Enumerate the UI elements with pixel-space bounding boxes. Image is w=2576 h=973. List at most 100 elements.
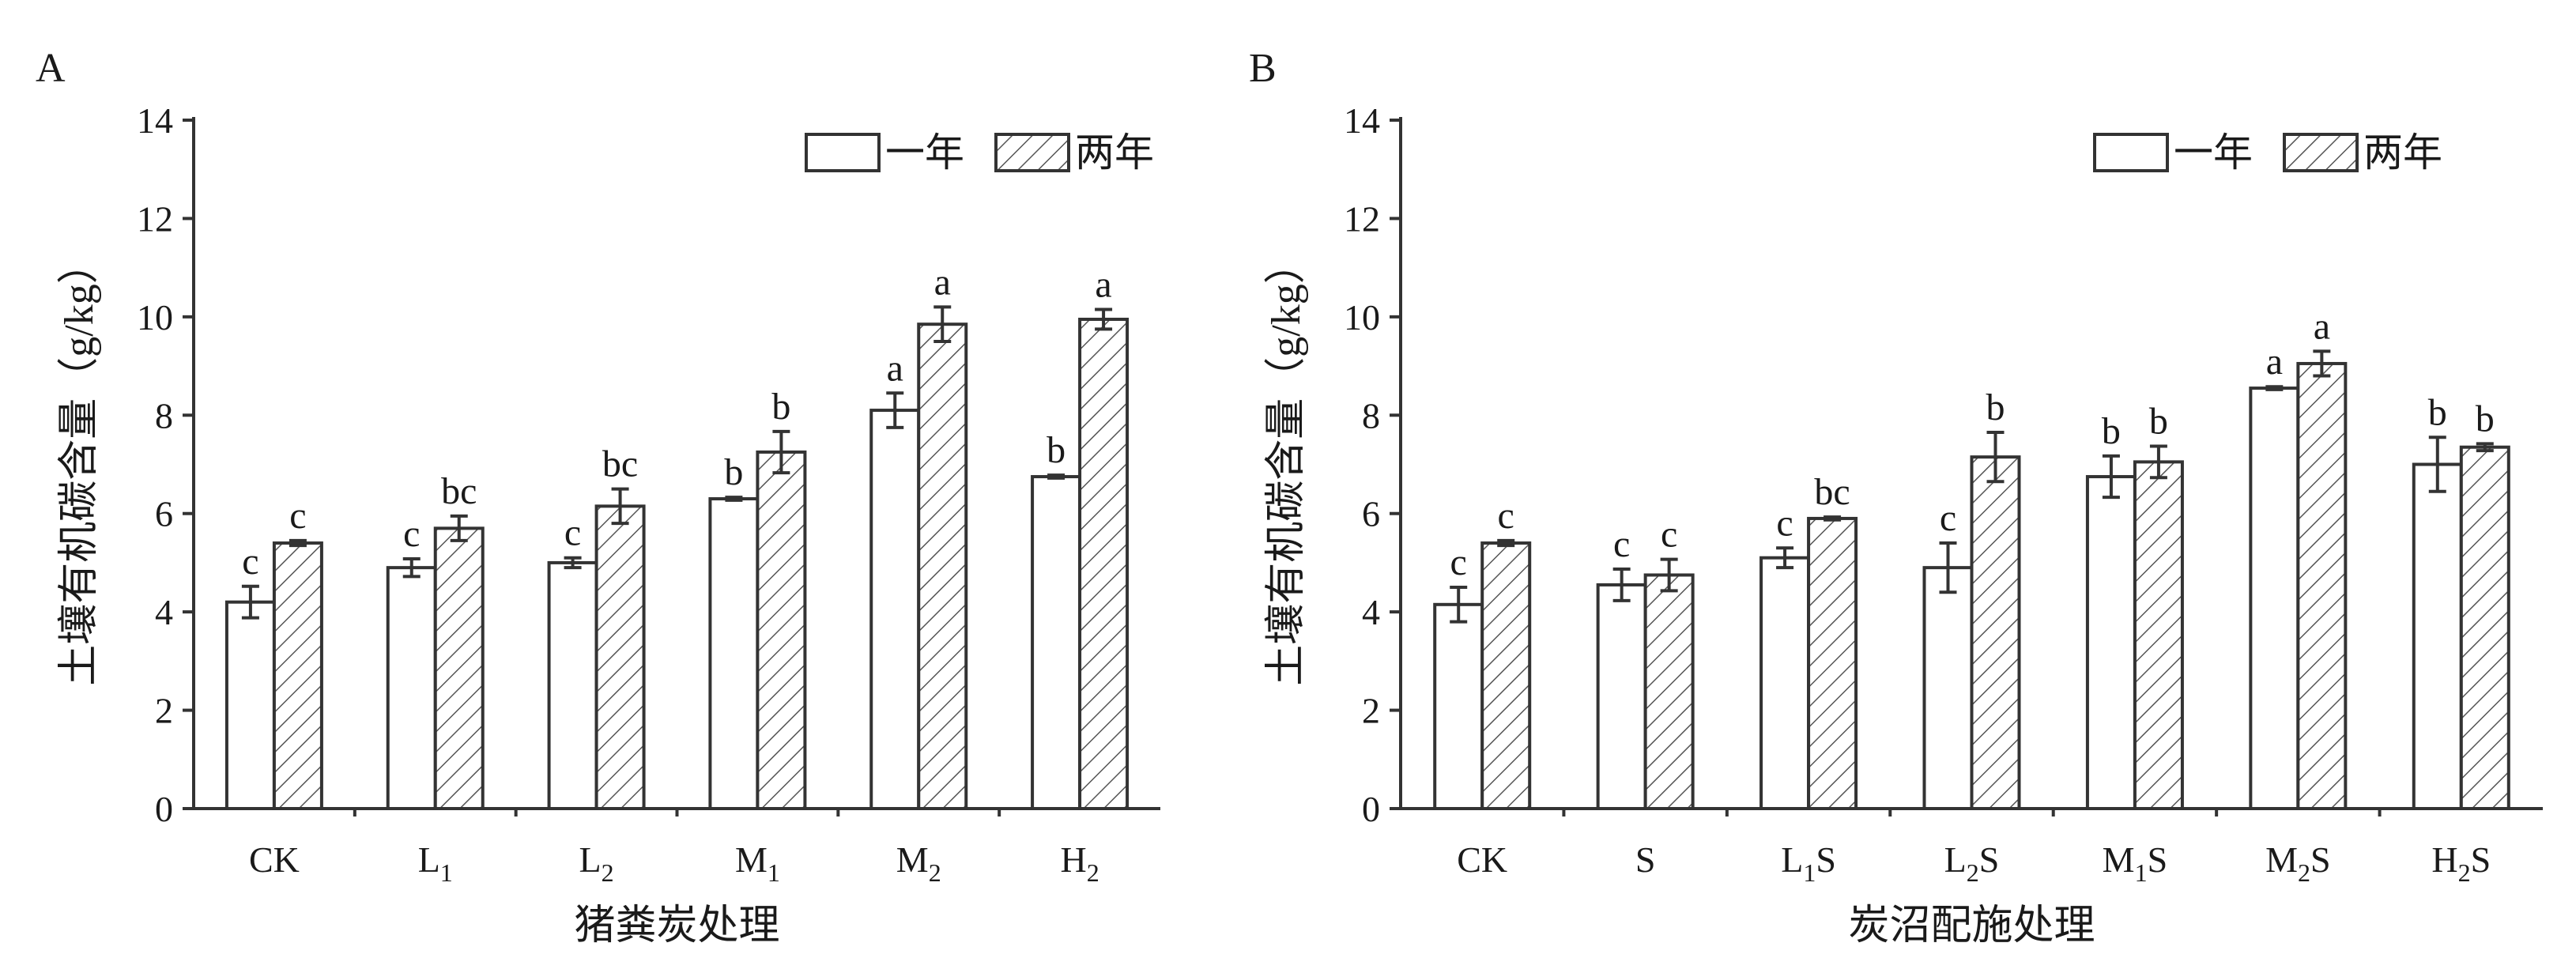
- x-tick-label-subscript: 2: [602, 858, 614, 887]
- significance-letter: a: [887, 347, 903, 389]
- y-tick-label: 4: [155, 592, 173, 632]
- legend: 一年 两年: [2093, 130, 2442, 175]
- x-tick-label-subscript: 1: [1803, 858, 1816, 887]
- bar-two-year: [2133, 460, 2184, 810]
- bar-one-year: [1759, 556, 1811, 810]
- significance-letter: c: [242, 541, 258, 583]
- x-tick-label-subscript: 2: [929, 858, 941, 887]
- bar-two-year: [917, 322, 968, 811]
- bar-one-year: [547, 560, 598, 811]
- panel-label: A: [36, 46, 66, 91]
- bar-one-year: [1433, 602, 1484, 811]
- x-tick-label-base: H: [2431, 839, 2457, 880]
- x-axis-title: 炭沼配施处理: [1848, 903, 2095, 948]
- significance-letter: a: [2266, 341, 2283, 383]
- y-tick-label: 12: [1344, 198, 1380, 239]
- bar-two-year: [1480, 541, 1532, 810]
- x-tick-label-base: M: [2265, 839, 2298, 880]
- x-tick-label-suffix: S: [2310, 839, 2331, 880]
- bar-two-year: [1078, 317, 1130, 811]
- y-tick-label: 2: [155, 691, 173, 731]
- bar-two-year: [2296, 361, 2348, 811]
- x-tick-label: H2S: [2431, 839, 2491, 887]
- y-axis-title: 土壤有机碳含量（g/kg）: [57, 243, 102, 685]
- y-tick-label: 14: [137, 100, 173, 141]
- significance-letter: c: [1661, 514, 1677, 556]
- significance-letter: b: [2428, 391, 2447, 433]
- x-tick-label: M2S: [2265, 839, 2331, 887]
- significance-letter: c: [1776, 502, 1793, 544]
- legend-swatch-one-year: [2093, 133, 2169, 172]
- legend-swatch-one-year: [805, 133, 881, 172]
- y-tick-label: 10: [1344, 297, 1380, 338]
- x-tick-label-base: L: [418, 839, 440, 880]
- panel-a-chart: A02468101214土壤有机碳含量（g/kg）猪粪炭处理CKccL1cbcL…: [36, 46, 1160, 948]
- legend-label-two-year: 两年: [2363, 130, 2442, 175]
- bar-one-year: [224, 600, 276, 810]
- bar-one-year: [708, 497, 760, 810]
- significance-letter: c: [1940, 497, 1956, 539]
- legend-swatch-two-year: [2283, 133, 2359, 172]
- x-tick-label-base: S: [1635, 839, 1656, 880]
- bar-two-year: [1643, 573, 1695, 810]
- x-tick-label: M1S: [2103, 839, 2168, 887]
- legend: 一年 两年: [805, 130, 1154, 175]
- significance-letter: c: [564, 512, 581, 554]
- x-tick-label-subscript: 1: [440, 858, 453, 887]
- legend-swatch-two-year: [994, 133, 1070, 172]
- y-tick-label: 0: [1362, 789, 1380, 829]
- x-tick-label: L1: [418, 839, 453, 887]
- significance-letter: b: [1047, 429, 1065, 471]
- y-tick-label: 14: [1344, 100, 1380, 141]
- panel-label: B: [1249, 46, 1277, 91]
- y-tick-label: 8: [155, 395, 173, 436]
- significance-letter: bc: [602, 443, 638, 485]
- x-tick-label-subscript: 1: [768, 858, 780, 887]
- x-tick-label-subscript: 2: [1967, 858, 1979, 887]
- bar-one-year: [386, 566, 437, 811]
- significance-letter: a: [2314, 305, 2330, 347]
- significance-letter: b: [2149, 400, 2168, 442]
- y-axis-title: 土壤有机碳含量（g/kg）: [1264, 243, 1309, 685]
- significance-letter: b: [771, 386, 790, 428]
- x-tick-label-subscript: 2: [1087, 858, 1099, 887]
- significance-letter: c: [403, 513, 420, 555]
- bar-two-year: [272, 541, 323, 810]
- significance-letter: bc: [441, 470, 477, 512]
- y-tick-label: 10: [137, 297, 173, 338]
- x-tick-label-suffix: S: [2148, 839, 2168, 880]
- significance-letter: c: [1450, 541, 1467, 583]
- x-tick-label-suffix: S: [1816, 839, 1836, 880]
- x-tick-label-base: M: [896, 839, 929, 880]
- bar-one-year: [2412, 462, 2463, 810]
- x-tick-label-base: M: [2103, 839, 2135, 880]
- bar-one-year: [1031, 475, 1082, 811]
- bar-two-year: [1807, 516, 1858, 811]
- bar-one-year: [2085, 475, 2137, 811]
- bar-two-year: [756, 450, 807, 810]
- significance-letter: b: [1986, 387, 2005, 428]
- y-tick-label: 6: [155, 494, 173, 534]
- bar-one-year: [1596, 583, 1647, 810]
- x-tick-label: CK: [1457, 839, 1507, 880]
- x-tick-label-base: M: [735, 839, 768, 880]
- significance-letter: c: [1613, 523, 1630, 565]
- legend-label-one-year: 一年: [2174, 130, 2253, 175]
- x-tick-label: L1S: [1781, 839, 1836, 887]
- x-tick-label-subscript: 2: [2458, 858, 2471, 887]
- x-tick-label: S: [1635, 839, 1656, 880]
- significance-letter: c: [289, 495, 306, 537]
- x-tick-label-base: L: [1944, 839, 1967, 880]
- x-tick-label-base: CK: [1457, 839, 1507, 880]
- y-tick-label: 8: [1362, 395, 1380, 436]
- y-tick-label: 4: [1362, 592, 1380, 632]
- x-tick-label: L2S: [1944, 839, 2000, 887]
- x-tick-label: L2: [579, 839, 614, 887]
- bar-two-year: [2459, 445, 2510, 810]
- significance-letter: a: [1095, 264, 1111, 306]
- significance-letter: b: [2476, 398, 2495, 439]
- y-tick-label: 2: [1362, 691, 1380, 731]
- x-tick-label-subscript: 1: [2135, 858, 2148, 887]
